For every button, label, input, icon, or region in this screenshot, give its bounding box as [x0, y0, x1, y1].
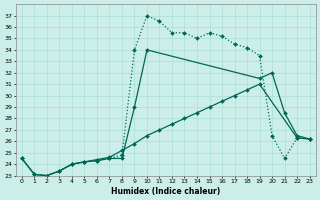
X-axis label: Humidex (Indice chaleur): Humidex (Indice chaleur): [111, 187, 220, 196]
